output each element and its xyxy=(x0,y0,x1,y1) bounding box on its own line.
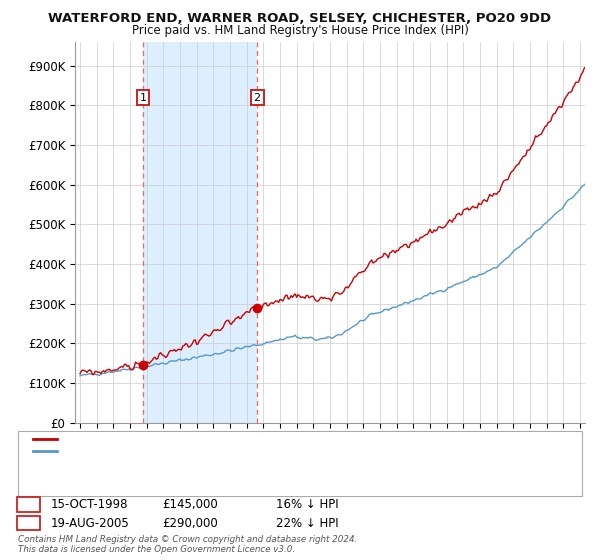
Text: WATERFORD END, WARNER ROAD, SELSEY, CHICHESTER, PO20 9DD: WATERFORD END, WARNER ROAD, SELSEY, CHIC… xyxy=(49,12,551,25)
Text: 1: 1 xyxy=(25,498,32,511)
Text: WATERFORD END, WARNER ROAD, SELSEY, CHICHESTER, PO20 9DD (detached house): WATERFORD END, WARNER ROAD, SELSEY, CHIC… xyxy=(60,434,491,444)
Text: 22% ↓ HPI: 22% ↓ HPI xyxy=(276,516,338,530)
Text: £290,000: £290,000 xyxy=(162,516,218,530)
Text: Price paid vs. HM Land Registry's House Price Index (HPI): Price paid vs. HM Land Registry's House … xyxy=(131,24,469,36)
Text: 15-OCT-1998: 15-OCT-1998 xyxy=(51,498,128,511)
Text: Contains HM Land Registry data © Crown copyright and database right 2024.
This d: Contains HM Land Registry data © Crown c… xyxy=(18,535,358,554)
Text: £145,000: £145,000 xyxy=(162,498,218,511)
Text: 1: 1 xyxy=(140,92,146,102)
Text: 19-AUG-2005: 19-AUG-2005 xyxy=(51,516,130,530)
Text: 16% ↓ HPI: 16% ↓ HPI xyxy=(276,498,338,511)
Text: 2: 2 xyxy=(25,516,32,530)
Text: 2: 2 xyxy=(254,92,261,102)
Text: HPI: Average price, detached house, Chichester: HPI: Average price, detached house, Chic… xyxy=(60,446,298,456)
Bar xyxy=(143,42,257,423)
